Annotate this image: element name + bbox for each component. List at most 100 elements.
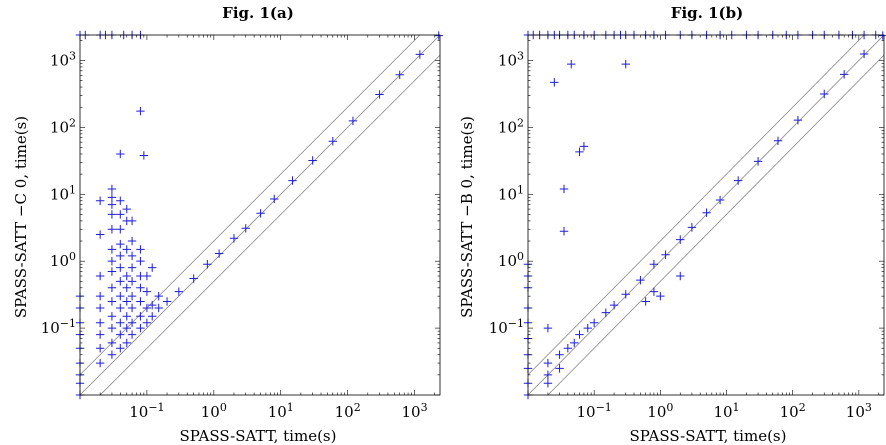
reference-line-b-2 [528,35,865,376]
data-point-a-88 [154,291,163,301]
data-point-a-41 [116,330,125,339]
data-point-a-26 [107,350,117,359]
data-point-a-62 [127,330,137,339]
data-point-b-47 [550,78,559,87]
data-point-b-64 [621,290,630,299]
data-point-b-52 [579,142,589,151]
data-point-a-101 [348,116,358,126]
y-axis-label-b: SPASS-SATT −B 0, time(s) [458,116,476,318]
y-tick-label-b-4: 103 [498,49,524,69]
data-point-a-80 [142,318,152,327]
data-point-a-98 [288,176,297,185]
data-point-a-66 [127,277,137,286]
data-point-a-85 [148,300,157,310]
panel-b: Fig. 1(b) SPASS-SATT, time(s) SPASS-SATT… [458,4,886,445]
data-point-a-105 [434,31,443,40]
data-point-a-102 [375,90,384,99]
data-point-a-35 [107,225,117,234]
data-point-a-87 [154,303,163,313]
data-point-a-91 [189,274,198,283]
plot-frame-b [527,34,885,396]
panel-a: Fig. 1(a) SPASS-SATT, time(s) SPASS-SATT… [12,4,443,445]
data-point-b-50 [567,59,576,69]
data-point-a-17 [95,358,105,368]
data-point-b-56 [555,350,564,359]
data-point-b-57 [563,344,573,353]
data-point-a-68 [127,251,137,261]
data-point-b-78 [859,49,869,59]
data-point-a-59 [122,245,131,254]
chart-title-b: Fig. 1(b) [671,4,743,22]
data-point-a-104 [415,50,425,59]
data-point-a-94 [229,234,239,243]
data-point-a-97 [270,194,279,204]
data-point-a-25 [95,196,105,205]
data-point-b-69 [687,223,697,232]
reference-line-a-0 [99,54,440,395]
data-point-a-70 [127,216,137,226]
data-point-b-77 [839,70,849,79]
data-point-a-33 [107,256,117,266]
data-point-a-42 [116,318,125,327]
data-point-b-74 [773,136,783,145]
data-point-a-31 [107,283,117,293]
data-point-b-44 [543,370,553,380]
data-point-b-45 [543,358,553,368]
data-point-b-66 [649,260,659,269]
data-point-a-63 [127,318,137,327]
data-point-a-95 [241,224,250,233]
data-point-b-71 [715,195,725,205]
data-point-b-60 [583,323,592,333]
data-point-b-46 [543,323,553,333]
data-point-b-75 [793,115,803,125]
data-point-b-58 [570,338,579,348]
data-point-a-27 [107,338,117,348]
reference-line-b-1 [528,35,884,395]
data-point-a-50 [116,210,125,219]
data-point-b-51 [575,147,584,157]
x-tick-label-a-2: 101 [268,401,294,421]
data-point-a-28 [107,323,117,333]
data-point-a-79 [139,151,149,160]
reference-line-b-0 [547,54,884,395]
data-point-a-73 [136,297,145,306]
data-point-b-62 [601,308,611,317]
data-point-a-24 [95,230,105,239]
data-point-b-48 [559,184,569,194]
y-tick-label-a-2: 101 [50,183,76,203]
data-point-a-22 [95,291,105,301]
data-point-b-76 [820,89,829,99]
x-tick-label-b-0: 10−1 [577,401,612,421]
data-point-a-92 [203,260,212,269]
reference-line-a-1 [80,35,440,395]
data-point-a-19 [95,330,105,339]
y-tick-label-a-0: 10−1 [41,317,76,337]
y-tick-label-a-1: 100 [50,250,76,270]
data-point-a-83 [142,271,152,281]
x-tick-label-a-3: 102 [335,401,361,421]
data-point-a-38 [107,193,117,202]
data-point-b-61 [589,318,599,327]
y-tick-label-b-1: 100 [498,250,524,270]
x-tick-label-a-0: 10−1 [129,401,164,421]
data-point-a-36 [107,210,117,219]
data-point-b-54 [543,379,553,388]
data-point-a-99 [308,156,317,165]
data-point-a-53 [122,338,131,348]
data-point-a-69 [127,236,137,246]
data-point-a-58 [122,271,131,281]
data-point-a-20 [95,318,105,327]
data-point-b-68 [676,235,685,244]
data-point-a-82 [142,287,152,296]
data-point-a-93 [214,249,224,258]
data-point-a-18 [95,344,105,353]
y-tick-label-b-0: 10−1 [489,317,524,337]
data-point-a-65 [127,291,137,301]
data-point-a-77 [136,245,145,254]
data-point-a-34 [107,245,117,254]
x-tick-label-b-4: 103 [846,401,872,421]
data-point-b-79 [878,31,886,40]
data-point-a-45 [116,277,125,286]
reference-line-a-2 [80,35,421,376]
